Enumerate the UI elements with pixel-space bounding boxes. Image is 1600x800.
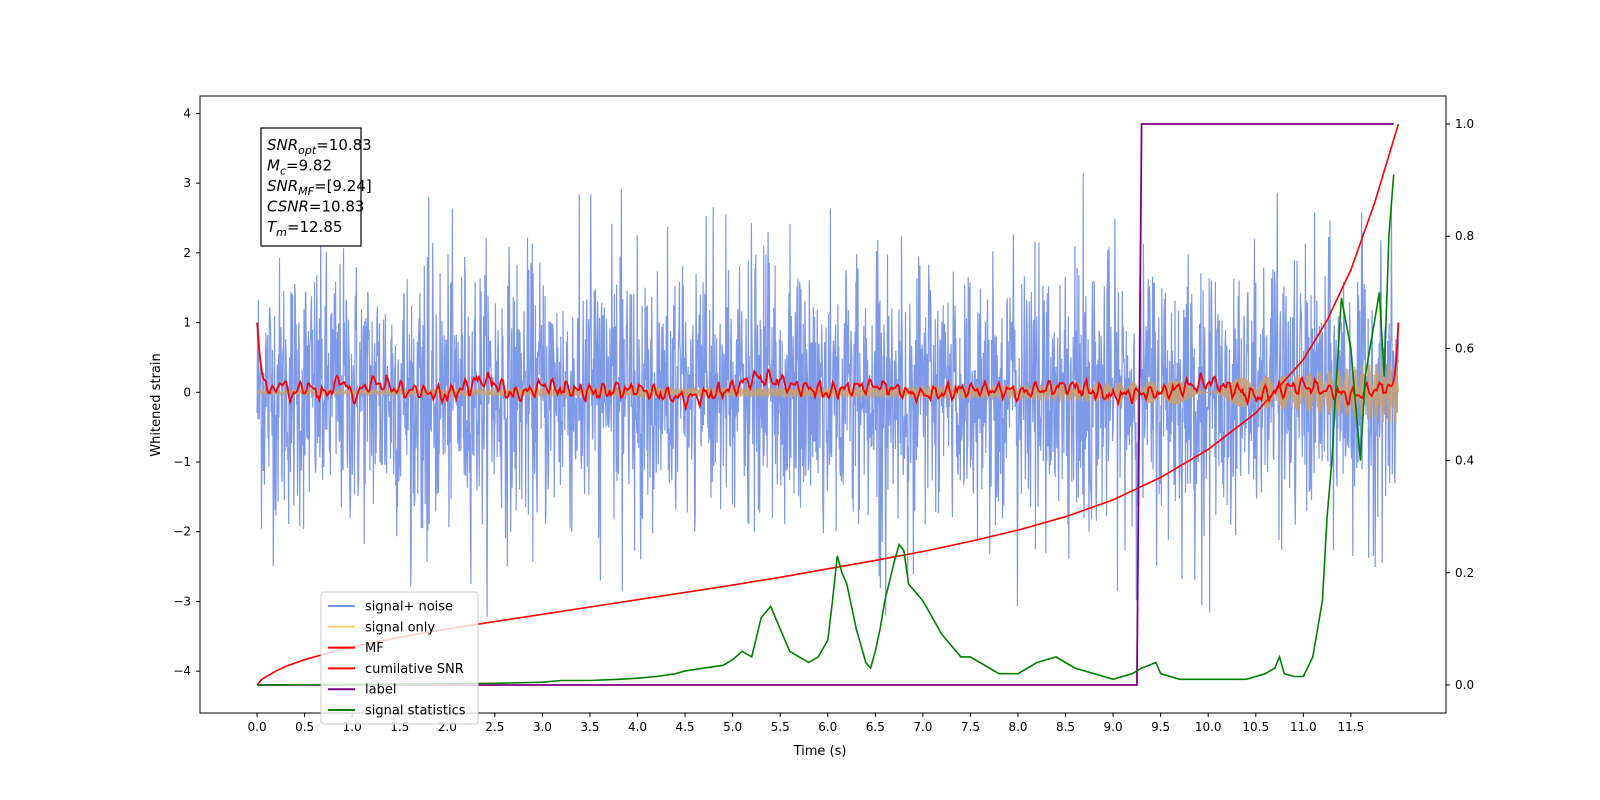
annotation-line: SNRMF=[9.24] [267, 177, 372, 198]
legend-label: label [365, 683, 396, 698]
x-tick-label: 7.0 [913, 720, 932, 734]
x-tick-label: 3.5 [580, 720, 599, 734]
x-tick-label: 10.5 [1242, 720, 1269, 734]
series-label-line [257, 123, 1394, 686]
x-tick-label: 4.5 [676, 720, 695, 734]
annotation-frame [260, 127, 362, 247]
y2-tick-label: 0.4 [1455, 454, 1474, 468]
y2-tick-label: 0.6 [1455, 341, 1474, 355]
y-axis-ticks: 4 3 2 1 0 −1 −2 −3 −4 [173, 106, 200, 678]
annotation-line: CSNR=10.83 [267, 198, 364, 216]
legend-frame [320, 591, 479, 725]
y-tick-label: −3 [173, 594, 191, 608]
x-tick-label: 0.0 [248, 720, 267, 734]
x-tick-label: 0.5 [295, 720, 314, 734]
y2-tick-label: 1.0 [1455, 117, 1474, 131]
x-tick-label: 6.5 [866, 720, 885, 734]
x-tick-label: 6.0 [818, 720, 837, 734]
x-tick-label: 8.0 [1008, 720, 1027, 734]
series-cumulative-snr-line [256, 123, 1400, 686]
y-tick-label: 0 [183, 385, 191, 399]
annotation-line: Mc=9.82 [267, 157, 332, 178]
x-tick-label: 10.0 [1195, 720, 1222, 734]
x-tick-label: 2.5 [485, 720, 504, 734]
y-tick-label: −4 [173, 664, 191, 678]
x-tick-label: 8.5 [1056, 720, 1075, 734]
x-tick-label: 4.0 [628, 720, 647, 734]
y2-axis-ticks: 1.0 0.8 0.6 0.4 0.2 0.0 [1446, 117, 1474, 692]
y-axis-label: Whitened strain [149, 353, 164, 456]
x-tick-label: 7.5 [961, 720, 980, 734]
y-tick-label: 1 [183, 316, 191, 330]
series-signal-noise-line [256, 172, 1399, 617]
y-tick-label: −2 [173, 525, 191, 539]
series-mf-line [256, 322, 1400, 412]
annotation-line: SNRopt=10.83 [267, 136, 372, 157]
legend-label: cumilative SNR [365, 662, 464, 677]
y-tick-label: 2 [183, 246, 191, 260]
x-tick-label: 11.0 [1290, 720, 1317, 734]
x-tick-label: 3.0 [533, 720, 552, 734]
x-axis-label: Time (s) [793, 744, 847, 759]
annotation-lines: SNRopt=10.83Mc=9.82SNRMF=[9.24]CSNR=10.8… [267, 136, 372, 239]
x-tick-label: 9.0 [1104, 720, 1123, 734]
legend-label: signal+ noise [365, 600, 453, 615]
y-tick-label: 3 [183, 176, 191, 190]
annotation-box: SNRopt=10.83Mc=9.82SNRMF=[9.24]CSNR=10.8… [260, 127, 372, 247]
x-axis-ticks: 0.0 0.5 1.0 1.5 2.0 2.5 3.0 3.5 4.0 4.5 5.0 5.5 6.0 6… [248, 713, 1365, 734]
x-tick-label: 5.0 [723, 720, 742, 734]
y2-tick-label: 0.0 [1455, 678, 1474, 692]
annotation-line: Tm=12.85 [267, 218, 342, 239]
legend-entries: signal+ noise signal only MF cumilative SNR… [328, 600, 466, 719]
y2-tick-label: 0.2 [1455, 566, 1474, 580]
plot-frame [199, 95, 1447, 714]
series-signal-only-line [256, 359, 1399, 425]
legend-label: MF [365, 641, 384, 656]
legend-label: signal statistics [365, 704, 466, 719]
x-tick-label: 11.5 [1338, 720, 1365, 734]
x-tick-label: 9.5 [1151, 720, 1170, 734]
plot-data-layer [256, 123, 1400, 686]
x-tick-label: 5.5 [771, 720, 790, 734]
y-tick-label: 4 [183, 106, 191, 120]
legend-label: signal only [365, 620, 435, 635]
y2-tick-label: 0.8 [1455, 229, 1474, 243]
y-tick-label: −1 [173, 455, 191, 469]
series-signal-statistics-line [257, 174, 1395, 686]
legend: signal+ noise signal only MF cumilative SNR… [320, 591, 479, 725]
